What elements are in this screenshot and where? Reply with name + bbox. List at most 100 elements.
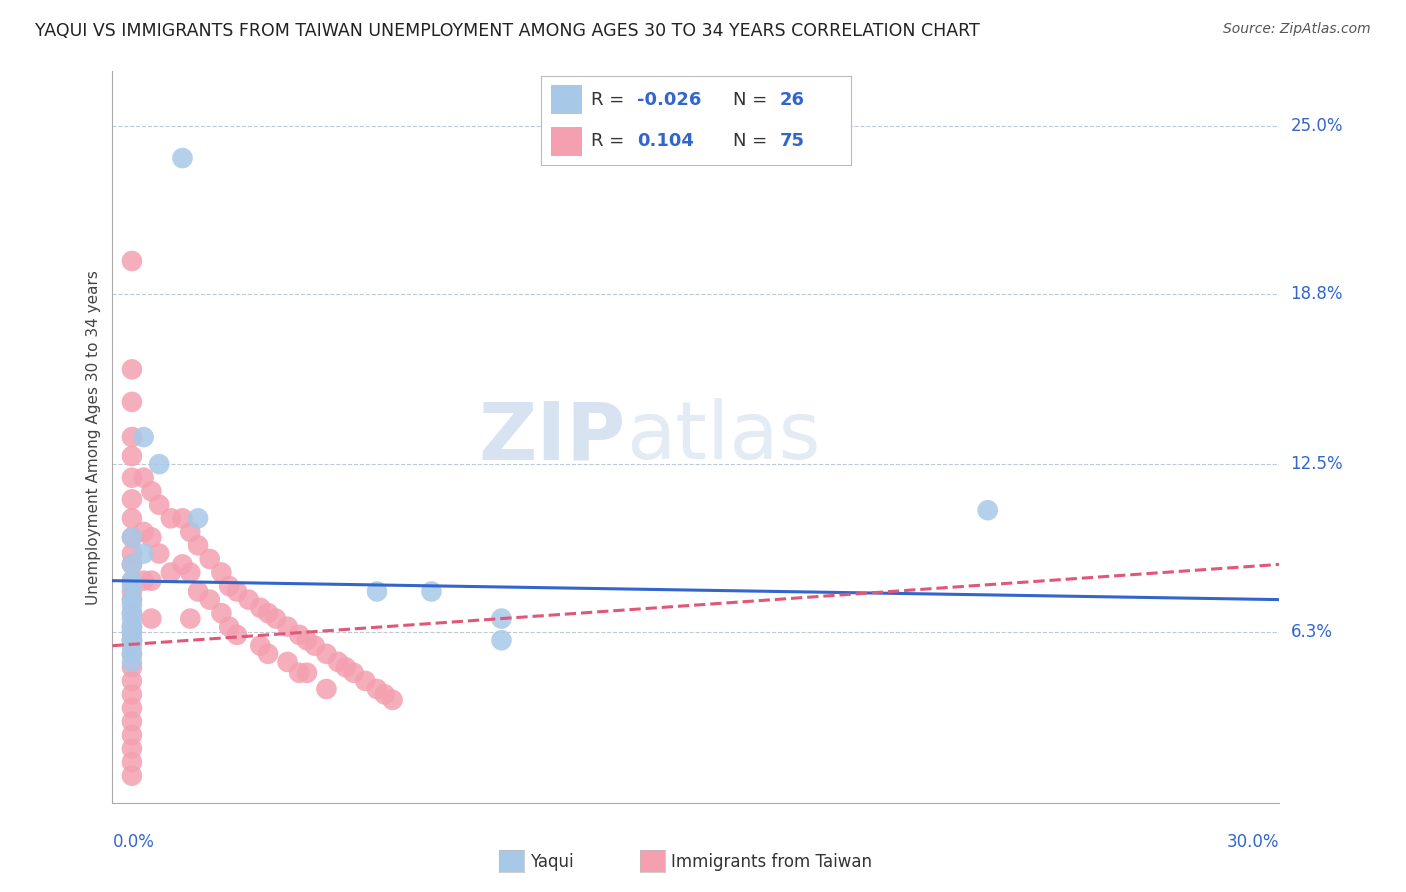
Point (121, 530, 143, 544)
Point (121, 574, 143, 588)
Point (121, 471, 143, 485)
Point (276, 620, 298, 634)
Point (257, 647, 280, 661)
Point (121, 511, 143, 525)
Point (121, 660, 143, 674)
Point (121, 639, 143, 653)
Text: 75: 75 (779, 132, 804, 150)
Point (179, 524, 201, 539)
Point (121, 362, 143, 376)
Point (121, 606, 143, 620)
Point (121, 592, 143, 607)
Point (295, 665, 318, 680)
Point (354, 673, 377, 688)
Point (366, 681, 388, 696)
Point (249, 639, 271, 653)
Text: -0.026: -0.026 (637, 91, 702, 109)
Text: 0.0%: 0.0% (112, 833, 155, 851)
Point (121, 620, 143, 634)
Point (276, 655, 298, 669)
Point (141, 574, 163, 588)
Point (160, 566, 183, 580)
Point (121, 741, 143, 756)
Point (172, 558, 194, 572)
Point (315, 681, 337, 696)
Point (121, 633, 143, 648)
Point (121, 769, 143, 783)
Point (226, 584, 249, 599)
Text: 25.0%: 25.0% (1291, 117, 1343, 135)
Point (141, 484, 163, 499)
Point (121, 625, 143, 640)
Point (172, 151, 194, 165)
Point (218, 620, 240, 634)
Text: 30.0%: 30.0% (1227, 833, 1279, 851)
Point (121, 611, 143, 625)
Point (381, 693, 404, 707)
Point (121, 688, 143, 702)
Point (121, 430, 143, 444)
Point (366, 584, 388, 599)
Point (121, 647, 143, 661)
Point (121, 647, 143, 661)
Text: Source: ZipAtlas.com: Source: ZipAtlas.com (1223, 22, 1371, 37)
Point (132, 430, 155, 444)
Point (121, 633, 143, 648)
Point (179, 566, 201, 580)
Text: N =: N = (733, 132, 773, 150)
Point (209, 566, 232, 580)
Point (198, 592, 221, 607)
Point (132, 471, 155, 485)
Text: Yaqui: Yaqui (530, 853, 574, 871)
Point (121, 254, 143, 268)
Point (121, 574, 143, 588)
Point (288, 628, 311, 642)
Text: 26: 26 (779, 91, 804, 109)
Point (141, 530, 163, 544)
Bar (551, 127, 582, 156)
Point (249, 600, 271, 615)
Point (121, 673, 143, 688)
Point (198, 552, 221, 566)
Point (172, 511, 194, 525)
Point (121, 395, 143, 409)
Point (121, 701, 143, 715)
Point (304, 639, 326, 653)
Point (420, 584, 443, 599)
Point (209, 606, 232, 620)
Point (121, 558, 143, 572)
Point (121, 714, 143, 729)
Text: 6.3%: 6.3% (1291, 624, 1333, 641)
Point (257, 606, 280, 620)
Point (343, 665, 366, 680)
Point (288, 665, 311, 680)
Point (326, 655, 349, 669)
Point (121, 655, 143, 669)
Point (121, 620, 143, 634)
Point (187, 584, 209, 599)
Point (121, 449, 143, 463)
Text: N =: N = (733, 91, 773, 109)
Text: 18.8%: 18.8% (1291, 285, 1343, 302)
Point (121, 592, 143, 607)
Point (132, 574, 155, 588)
Point (132, 547, 155, 561)
Text: R =: R = (591, 91, 630, 109)
Point (121, 755, 143, 769)
Point (121, 584, 143, 599)
Text: Immigrants from Taiwan: Immigrants from Taiwan (671, 853, 872, 871)
Point (976, 503, 998, 517)
Text: 0.104: 0.104 (637, 132, 695, 150)
Point (187, 538, 209, 552)
Point (141, 611, 163, 625)
Point (121, 547, 143, 561)
Point (187, 511, 209, 525)
Y-axis label: Unemployment Among Ages 30 to 34 years: Unemployment Among Ages 30 to 34 years (86, 269, 101, 605)
Point (121, 558, 143, 572)
Point (264, 611, 287, 625)
Point (121, 598, 143, 612)
Point (148, 547, 170, 561)
Point (491, 611, 513, 625)
Point (335, 660, 357, 674)
Point (218, 579, 240, 593)
